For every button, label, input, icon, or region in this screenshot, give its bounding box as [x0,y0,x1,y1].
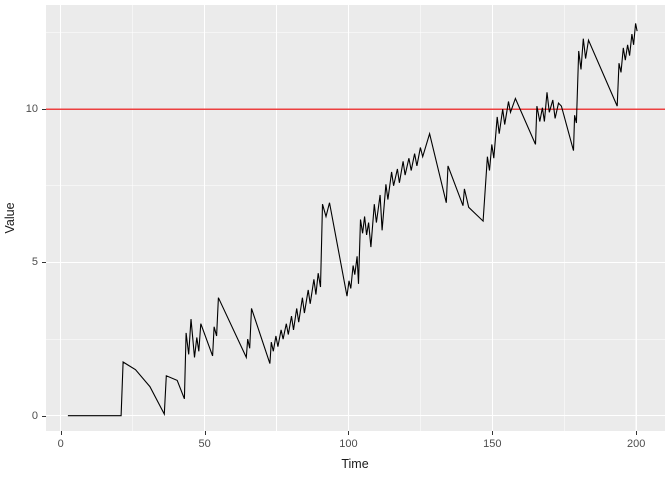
x-tick-mark [60,431,62,435]
x-tick-mark [636,431,638,435]
y-tick-label: 10 [25,103,38,116]
x-tick-label: 50 [198,438,211,450]
x-axis-title: Time [341,457,369,471]
plot-panel [46,5,665,431]
y-tick-mark [42,415,46,417]
chart-svg [46,5,665,431]
minor-gridlines [46,5,665,431]
series-line [67,23,638,417]
x-tick-mark [204,431,206,435]
x-tick-label: 100 [339,438,358,450]
x-tick-label: 150 [483,438,502,450]
y-tick-mark [42,109,46,111]
y-tick-mark [42,262,46,264]
x-tick-mark [348,431,350,435]
x-tick-label: 0 [57,438,64,450]
x-tick-label: 200 [627,438,646,450]
y-tick-label: 5 [31,256,38,269]
y-tick-label: 0 [31,409,38,422]
y-axis-title: Value [3,202,17,234]
major-gridlines [46,5,665,431]
x-tick-mark [492,431,494,435]
